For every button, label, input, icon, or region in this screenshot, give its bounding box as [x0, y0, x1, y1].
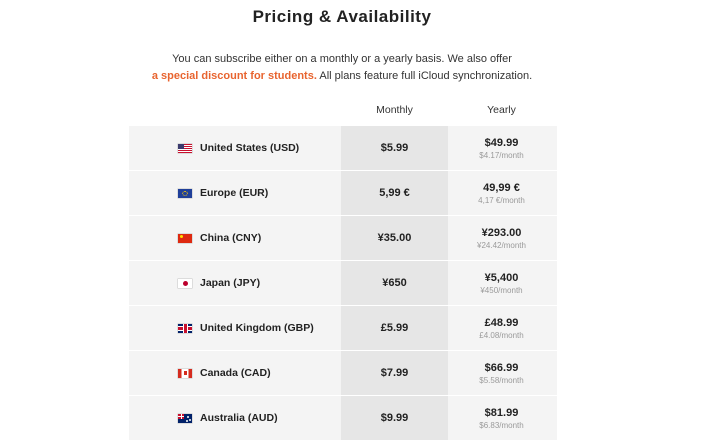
country-label: Japan (JPY)	[200, 277, 261, 289]
country-label: China (CNY)	[200, 232, 262, 244]
yearly-per-month: ¥24.42/month	[477, 240, 526, 250]
yearly-price: ¥5,400	[484, 271, 519, 284]
table-row: Canada (CAD) $7.99 $66.99 $5.58/month	[129, 351, 557, 396]
yearly-price: $49.99	[484, 136, 519, 149]
country-cell: China (CNY)	[129, 216, 341, 260]
cn-flag-icon	[178, 233, 192, 243]
table-row: United States (USD) $5.99 $49.99 $4.17/m…	[129, 126, 557, 171]
yearly-cell: ¥293.00 ¥24.42/month	[448, 216, 555, 260]
pricing-table: United States (USD) $5.99 $49.99 $4.17/m…	[129, 126, 557, 440]
yearly-cell: $49.99 $4.17/month	[448, 126, 555, 170]
country-cell: United States (USD)	[129, 126, 341, 170]
monthly-price: ¥650	[341, 261, 448, 305]
country-label: United States (USD)	[200, 142, 300, 154]
yearly-column-header: Yearly	[487, 104, 516, 116]
table-row: Japan (JPY) ¥650 ¥5,400 ¥450/month	[129, 261, 557, 306]
monthly-price: $5.99	[341, 126, 448, 170]
yearly-price: $66.99	[484, 361, 519, 374]
table-row: Australia (AUD) $9.99 $81.99 $6.83/month	[129, 396, 557, 440]
intro-paragraph: You can subscribe either on a monthly or…	[0, 51, 684, 85]
monthly-price: $9.99	[341, 396, 448, 440]
yearly-per-month: 4,17 €/month	[478, 195, 525, 205]
monthly-price: £5.99	[341, 306, 448, 350]
yearly-price: £48.99	[484, 316, 519, 329]
table-row: United Kingdom (GBP) £5.99 £48.99 £4.08/…	[129, 306, 557, 351]
country-cell: United Kingdom (GBP)	[129, 306, 341, 350]
intro-text-line-1: You can subscribe either on a monthly or…	[172, 53, 512, 65]
au-flag-icon	[178, 413, 192, 423]
yearly-per-month: ¥450/month	[480, 285, 523, 295]
yearly-cell: $66.99 $5.58/month	[448, 351, 555, 395]
yearly-per-month: $6.83/month	[479, 420, 524, 430]
gb-flag-icon	[178, 323, 192, 333]
country-cell: Canada (CAD)	[129, 351, 341, 395]
student-discount-link[interactable]: a special discount for students.	[151, 70, 317, 82]
yearly-cell: £48.99 £4.08/month	[448, 306, 555, 350]
yearly-per-month: $5.58/month	[479, 375, 524, 385]
yearly-price: $81.99	[484, 406, 519, 419]
yearly-cell: $81.99 $6.83/month	[448, 396, 555, 440]
country-cell: Australia (AUD)	[129, 396, 341, 440]
country-cell: Europe (EUR)	[129, 171, 341, 215]
country-label: Europe (EUR)	[200, 187, 269, 199]
ca-flag-icon	[178, 368, 192, 378]
table-row: China (CNY) ¥35.00 ¥293.00 ¥24.42/month	[129, 216, 557, 261]
yearly-per-month: £4.08/month	[479, 330, 524, 340]
monthly-price: $7.99	[341, 351, 448, 395]
yearly-cell: 49,99 € 4,17 €/month	[448, 171, 555, 215]
us-flag-icon	[178, 143, 192, 153]
monthly-price: 5,99 €	[341, 171, 448, 215]
jp-flag-icon	[178, 278, 192, 288]
eu-flag-icon	[178, 188, 192, 198]
country-cell: Japan (JPY)	[129, 261, 341, 305]
yearly-per-month: $4.17/month	[479, 150, 524, 160]
country-label: Australia (AUD)	[200, 412, 278, 424]
yearly-price: ¥293.00	[481, 226, 522, 239]
country-label: United Kingdom (GBP)	[200, 322, 314, 334]
monthly-column-header: Monthly	[376, 104, 413, 116]
intro-text-line-2: All plans feature full iCloud synchroniz…	[316, 70, 533, 82]
yearly-cell: ¥5,400 ¥450/month	[448, 261, 555, 305]
country-label: Canada (CAD)	[200, 367, 271, 379]
monthly-price: ¥35.00	[341, 216, 448, 260]
table-row: Europe (EUR) 5,99 € 49,99 € 4,17 €/month	[129, 171, 557, 216]
page-title: Pricing & Availability	[252, 7, 432, 26]
yearly-price: 49,99 €	[483, 181, 520, 194]
